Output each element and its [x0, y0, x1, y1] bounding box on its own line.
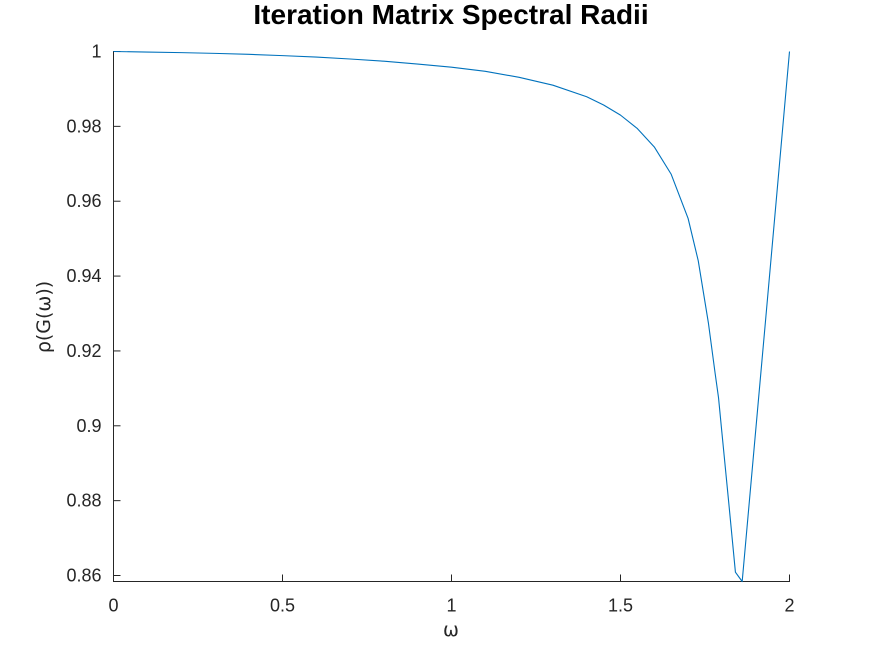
y-tick-label: 0.94 — [66, 266, 101, 286]
y-tick-label: 0.86 — [66, 566, 101, 586]
y-tick-label: 0.98 — [66, 116, 101, 136]
series-group — [113, 50, 791, 583]
plot-area — [113, 51, 790, 582]
y-tick-label: 0.96 — [66, 191, 101, 211]
y-tick-group: 0.86 0.88 0.9 0.92 0.94 0.96 0.98 1 — [66, 42, 121, 586]
x-tick-label: 0 — [108, 596, 118, 616]
series-line — [113, 50, 791, 583]
x-tick-label: 1.5 — [608, 596, 633, 616]
y-tick-label: 0.9 — [76, 416, 101, 436]
y-tick-label: 1 — [91, 42, 101, 62]
x-tick-group: 0 0.5 1 1.5 2 — [108, 574, 795, 616]
plot-axes — [113, 51, 790, 582]
y-tick-label: 0.92 — [66, 341, 101, 361]
chart-title: Iteration Matrix Spectral Radii — [253, 0, 648, 30]
x-tick-label: 1 — [446, 596, 456, 616]
y-axis-label: ρ(G(ω)) — [33, 281, 55, 353]
y-tick-label: 0.88 — [66, 491, 101, 511]
x-tick-label: 2 — [784, 596, 794, 616]
x-axis-label: ω — [443, 619, 459, 641]
x-tick-label: 0.5 — [270, 596, 295, 616]
